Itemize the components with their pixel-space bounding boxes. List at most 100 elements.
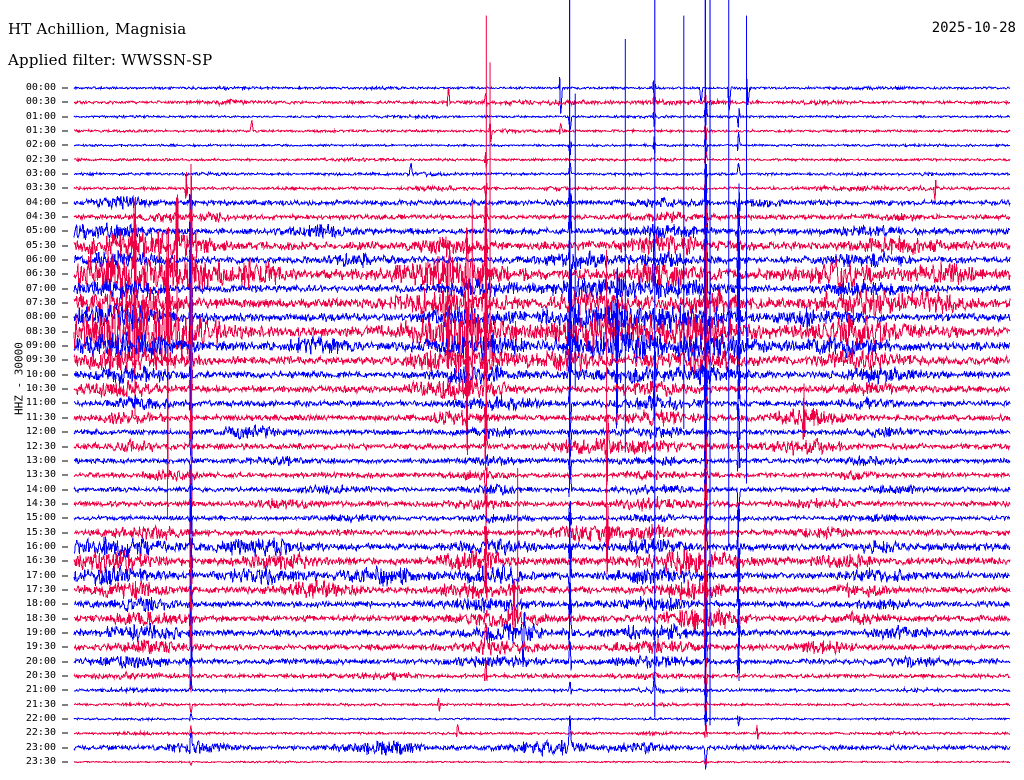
time-label: 15:30 (25, 526, 56, 538)
time-label: 11:00 (25, 397, 56, 409)
event-spike (728, 0, 730, 546)
time-tick (62, 245, 68, 247)
trace-line (73, 723, 1011, 740)
time-tick (62, 589, 68, 591)
trace-line (73, 283, 1011, 444)
time-label: 10:30 (25, 383, 56, 395)
time-label: 09:00 (25, 340, 56, 352)
time-tick (62, 704, 68, 706)
time-label: 18:00 (25, 598, 56, 610)
trace-line (73, 715, 1011, 770)
trace-line (73, 499, 1011, 583)
time-label: 01:30 (25, 125, 56, 137)
time-tick (62, 187, 68, 189)
time-label: 16:30 (25, 555, 56, 567)
time-label: 13:30 (25, 469, 56, 481)
time-label: 19:30 (25, 641, 56, 653)
time-label: 23:00 (25, 741, 56, 753)
station-title: HT Achillion, Magnisia (8, 20, 187, 38)
time-label: 06:00 (25, 254, 56, 266)
trace-line (73, 509, 1011, 603)
time-label: 22:00 (25, 712, 56, 724)
event-spike (704, 0, 706, 726)
applied-filter-label: Applied filter: WWSSN-SP (8, 51, 213, 69)
event-spike (683, 15, 685, 429)
time-tick (62, 560, 68, 562)
time-tick (62, 675, 68, 677)
time-label: 07:30 (25, 297, 56, 309)
trace-line (73, 497, 1011, 542)
time-tick (62, 460, 68, 462)
time-label: 19:00 (25, 626, 56, 638)
event-spike (489, 62, 491, 359)
trace-line (73, 379, 1011, 447)
time-tick (62, 159, 68, 161)
time-label: 21:00 (25, 684, 56, 696)
trace-line (73, 171, 1011, 202)
trace-line (73, 162, 1011, 187)
trace-line (73, 164, 1011, 239)
time-label: 02:30 (25, 153, 56, 165)
time-tick (62, 546, 68, 548)
trace-line (73, 698, 1011, 716)
trace-line (73, 150, 1011, 168)
time-tick (62, 417, 68, 419)
time-label: 08:00 (25, 311, 56, 323)
time-tick (62, 101, 68, 103)
trace-line (73, 398, 1011, 461)
trace-line (73, 569, 1011, 631)
time-tick (62, 144, 68, 146)
time-tick (62, 517, 68, 519)
time-label: 12:30 (25, 440, 56, 452)
trace-line (73, 676, 1011, 704)
trace-line (73, 184, 1011, 238)
trace-line (73, 656, 1011, 693)
event-spike (704, 483, 706, 640)
time-tick (62, 331, 68, 333)
time-label: 13:00 (25, 454, 56, 466)
trace-line (73, 415, 1011, 485)
time-tick (62, 503, 68, 505)
time-tick (62, 130, 68, 132)
time-tick (62, 273, 68, 275)
time-label: 20:30 (25, 669, 56, 681)
trace-line (73, 461, 1011, 516)
time-label: 22:30 (25, 727, 56, 739)
trace-line (73, 437, 1011, 488)
trace-line (73, 367, 1011, 448)
time-tick (62, 474, 68, 476)
time-tick (62, 316, 68, 318)
trace-line (73, 314, 1011, 424)
time-label: 14:30 (25, 497, 56, 509)
time-label: 11:30 (25, 411, 56, 423)
time-label: 05:30 (25, 239, 56, 251)
trace-line (73, 627, 1011, 690)
trace-line (73, 199, 1011, 371)
time-label: 00:00 (25, 82, 56, 93)
time-label: 01:00 (25, 110, 56, 122)
trace-line (73, 484, 1011, 534)
time-tick (62, 116, 68, 118)
trace-line (73, 570, 1011, 645)
time-tick (62, 388, 68, 390)
time-tick (62, 345, 68, 347)
time-label: 03:30 (25, 182, 56, 194)
trace-line (73, 221, 1011, 407)
trace-line (73, 617, 1011, 677)
time-label: 08:30 (25, 325, 56, 337)
time-tick (62, 718, 68, 720)
event-spike (471, 202, 473, 390)
trace-line (73, 217, 1011, 318)
trace-line (73, 554, 1011, 635)
time-label: 05:00 (25, 225, 56, 237)
event-spike (485, 15, 487, 375)
trace-line (73, 164, 1011, 318)
time-tick (62, 618, 68, 620)
time-label: 17:30 (25, 583, 56, 595)
event-spike (654, 0, 656, 718)
time-label: 20:00 (25, 655, 56, 667)
time-label: 03:00 (25, 168, 56, 180)
time-label: 00:30 (25, 96, 56, 108)
time-tick (62, 689, 68, 691)
